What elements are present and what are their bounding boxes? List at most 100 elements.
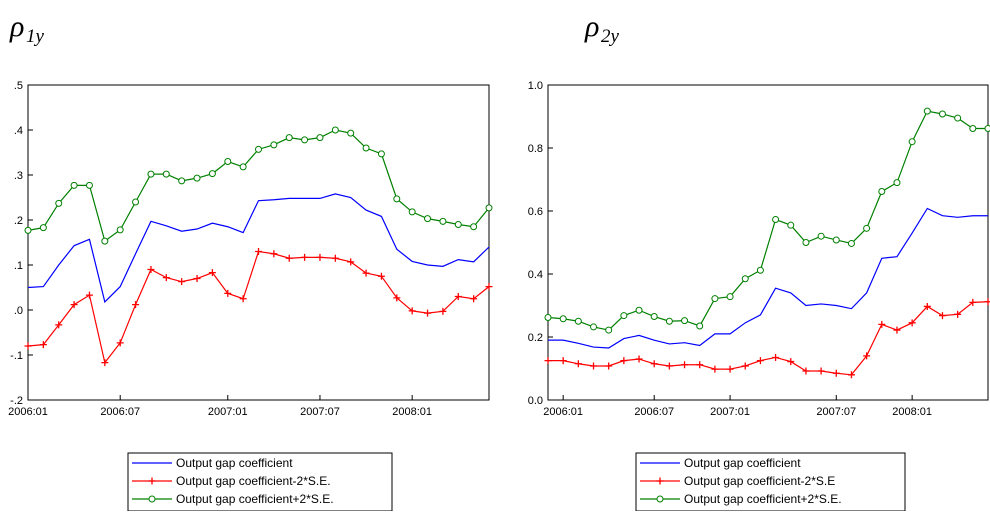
x-tick-label: 2006:01 — [543, 406, 583, 418]
x-tick-label: 2006:07 — [634, 406, 674, 418]
marker — [590, 362, 597, 369]
marker — [682, 318, 688, 324]
marker — [591, 324, 597, 330]
marker — [163, 274, 170, 281]
marker — [332, 255, 339, 262]
marker — [86, 182, 92, 188]
marker — [316, 254, 323, 261]
marker — [424, 310, 431, 317]
marker — [56, 200, 62, 206]
marker — [71, 182, 77, 188]
marker — [575, 360, 582, 367]
marker — [651, 314, 657, 320]
series-line — [548, 302, 988, 375]
x-tick-label: 2008:01 — [892, 406, 932, 418]
marker — [657, 496, 663, 502]
marker — [575, 318, 581, 324]
marker — [194, 275, 201, 282]
marker — [332, 127, 338, 133]
marker — [394, 196, 400, 202]
y-tick-label: .3 — [14, 170, 23, 182]
marker — [727, 366, 734, 373]
chart-title-subscript: 1y — [26, 26, 45, 47]
marker — [147, 266, 154, 273]
marker — [985, 298, 990, 305]
marker — [179, 178, 185, 184]
x-tick-label: 2006:01 — [8, 406, 48, 418]
marker — [696, 361, 703, 368]
marker — [970, 125, 976, 131]
marker — [909, 139, 915, 145]
marker — [132, 301, 139, 308]
marker — [878, 321, 885, 328]
legend-label: Output gap coefficient-2*S.E. — [176, 474, 331, 488]
chart-title-subscript: 2y — [601, 26, 620, 47]
marker — [317, 135, 323, 141]
marker — [620, 357, 627, 364]
y-tick-label: 0.8 — [528, 143, 543, 155]
marker — [788, 222, 794, 228]
marker — [286, 135, 292, 141]
marker — [606, 327, 612, 333]
y-tick-label: .0 — [14, 305, 23, 317]
marker — [833, 237, 839, 243]
marker — [727, 294, 733, 300]
marker — [605, 362, 612, 369]
y-tick-label: .1 — [14, 260, 23, 272]
marker — [773, 217, 779, 223]
chart-title: ρ — [9, 10, 24, 43]
x-tick-label: 2007:07 — [816, 406, 856, 418]
marker — [985, 125, 990, 131]
marker — [240, 295, 247, 302]
marker — [117, 227, 123, 233]
marker — [545, 314, 551, 320]
plot-frame — [28, 85, 489, 400]
x-tick-label: 2007:01 — [710, 406, 750, 418]
marker — [148, 171, 154, 177]
marker — [742, 276, 748, 282]
marker — [363, 145, 369, 151]
marker — [636, 356, 643, 363]
marker — [818, 368, 825, 375]
marker — [471, 224, 477, 230]
y-tick-label: .4 — [14, 125, 23, 137]
series-line — [548, 208, 988, 348]
marker — [560, 357, 567, 364]
marker — [939, 111, 945, 117]
marker — [455, 222, 461, 228]
marker — [666, 318, 672, 324]
marker — [256, 146, 262, 152]
legend-label: Output gap coefficient+2*S.E. — [684, 492, 842, 506]
marker — [240, 164, 246, 170]
x-tick-label: 2007:01 — [208, 406, 248, 418]
marker — [893, 327, 900, 334]
marker — [772, 354, 779, 361]
marker — [545, 357, 552, 364]
marker — [348, 130, 354, 136]
marker — [301, 254, 308, 261]
marker — [486, 205, 492, 211]
marker — [894, 180, 900, 186]
marker — [378, 151, 384, 157]
series-line — [548, 111, 988, 330]
marker — [621, 313, 627, 319]
y-tick-label: 1.0 — [528, 80, 543, 92]
x-tick-label: 2008:01 — [392, 406, 432, 418]
marker — [757, 357, 764, 364]
marker — [697, 323, 703, 329]
marker — [255, 248, 262, 255]
legend-label: Output gap coefficient+2*S.E. — [176, 492, 334, 506]
marker — [879, 188, 885, 194]
y-tick-label: 0.0 — [528, 395, 543, 407]
legend-label: Output gap coefficient-2*S.E — [684, 474, 835, 488]
marker — [757, 267, 763, 273]
marker — [40, 225, 46, 231]
marker — [833, 370, 840, 377]
marker — [818, 233, 824, 239]
marker — [286, 255, 293, 262]
marker — [666, 362, 673, 369]
x-tick-label: 2006:07 — [100, 406, 140, 418]
marker — [271, 142, 277, 148]
